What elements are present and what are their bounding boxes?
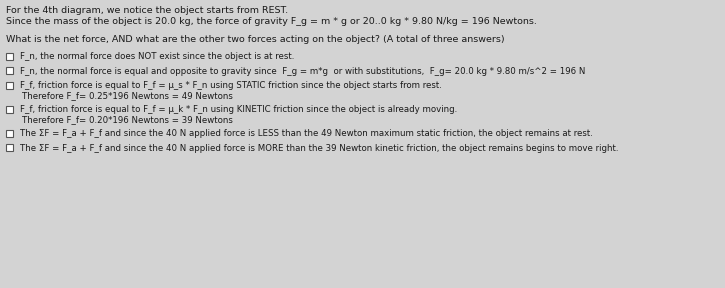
Bar	[6, 130, 13, 137]
Bar	[6, 144, 13, 151]
Text: F_n, the normal force is equal and opposite to gravity since  F_g = m*g  or with: F_n, the normal force is equal and oppos…	[20, 67, 585, 76]
Bar	[6, 52, 13, 60]
Text: What is the net force, AND what are the other two forces acting on the object? (: What is the net force, AND what are the …	[6, 35, 505, 44]
Bar	[6, 82, 13, 89]
Text: F_f, friction force is equal to F_f = μ_s * F_n using STATIC friction since the : F_f, friction force is equal to F_f = μ_…	[20, 81, 442, 90]
Text: Therefore F_f= 0.25*196 Newtons = 49 Newtons: Therefore F_f= 0.25*196 Newtons = 49 New…	[22, 91, 233, 100]
Text: For the 4th diagram, we notice the object starts from REST.: For the 4th diagram, we notice the objec…	[6, 6, 288, 15]
Text: Since the mass of the object is 20.0 kg, the force of gravity F_g = m * g or 20.: Since the mass of the object is 20.0 kg,…	[6, 17, 537, 26]
Text: The ΣF = F_a + F_f and since the 40 N applied force is MORE than the 39 Newton k: The ΣF = F_a + F_f and since the 40 N ap…	[20, 144, 618, 153]
Bar	[6, 106, 13, 113]
Text: F_n, the normal force does NOT exist since the object is at rest.: F_n, the normal force does NOT exist sin…	[20, 52, 294, 61]
Text: F_f, friction force is equal to F_f = μ_k * F_n using KINETIC friction since the: F_f, friction force is equal to F_f = μ_…	[20, 105, 457, 114]
Bar	[6, 67, 13, 74]
Text: The ΣF = F_a + F_f and since the 40 N applied force is LESS than the 49 Newton m: The ΣF = F_a + F_f and since the 40 N ap…	[20, 130, 593, 139]
Text: Therefore F_f= 0.20*196 Newtons = 39 Newtons: Therefore F_f= 0.20*196 Newtons = 39 New…	[22, 115, 233, 124]
